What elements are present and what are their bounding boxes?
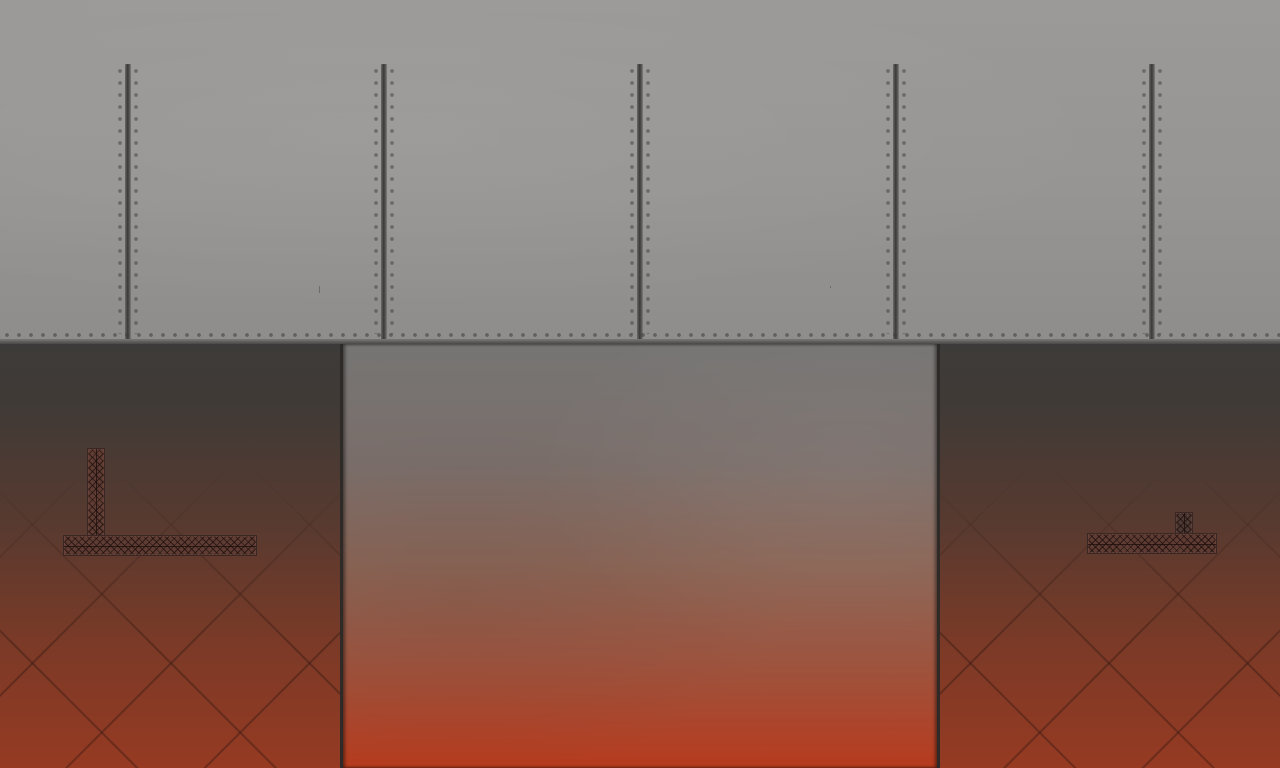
left-girder-post <box>87 448 105 538</box>
ceiling-scratch <box>830 286 831 288</box>
right-girder-platform[interactable] <box>1087 533 1217 554</box>
ceiling-seam <box>1149 64 1155 342</box>
right-wall <box>938 344 1280 768</box>
steel-ceiling <box>0 0 1280 344</box>
left-girder-platform[interactable] <box>63 535 257 556</box>
shaft-right-edge <box>937 344 940 768</box>
ceiling-scratch <box>319 286 320 293</box>
ceiling-seam <box>893 64 899 342</box>
ceiling-rivet-row <box>4 332 1280 338</box>
left-wall <box>0 344 342 768</box>
ceiling-seam <box>381 64 387 342</box>
ceiling-seam <box>125 64 131 342</box>
lava-glow-shaft <box>342 344 938 768</box>
ceiling-edge <box>0 339 1280 344</box>
shaft-left-edge <box>340 344 343 768</box>
ceiling-seam <box>637 64 643 342</box>
